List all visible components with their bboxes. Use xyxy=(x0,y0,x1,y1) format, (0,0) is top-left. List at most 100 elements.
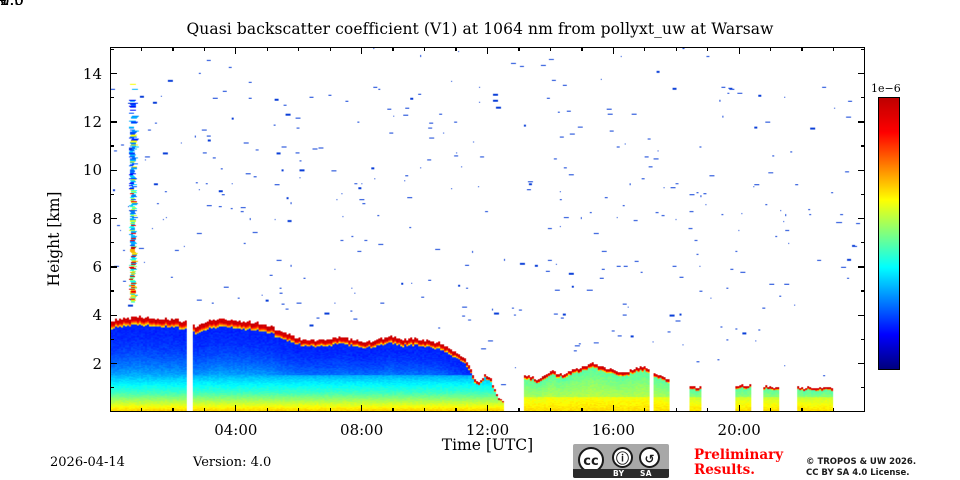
y-tick-minor xyxy=(110,97,114,99)
x-tick-minor xyxy=(329,47,331,51)
colorbar-tick-label: 0.0 xyxy=(0,0,24,9)
x-axis-title: Time [UTC] xyxy=(441,436,534,454)
x-tick-minor xyxy=(581,47,583,51)
heatmap-plot-area xyxy=(110,47,865,412)
preliminary-results-note: Preliminary Results. xyxy=(694,448,804,478)
x-tick-major xyxy=(486,405,489,412)
y-tick-major xyxy=(858,169,865,171)
y-tick-minor xyxy=(861,242,865,244)
cc-sa-label: SA xyxy=(640,469,652,478)
x-tick-major xyxy=(235,405,237,412)
x-tick-minor xyxy=(203,408,206,412)
y-tick-major xyxy=(110,266,117,268)
x-tick-minor xyxy=(266,47,268,51)
backscatter-heatmap-canvas xyxy=(111,48,864,411)
x-tick-major xyxy=(612,405,614,412)
copyright-line-1: © TROPOS & UW 2026. xyxy=(806,457,917,467)
x-tick-minor xyxy=(203,47,206,51)
x-tick-major xyxy=(612,47,614,54)
y-tick-minor xyxy=(110,290,114,292)
cc-badge-strip xyxy=(573,469,669,478)
x-tick-minor xyxy=(644,47,646,51)
x-tick-minor xyxy=(549,408,552,412)
y-tick-major xyxy=(858,72,865,75)
cc-by-icon: ⓘ xyxy=(612,447,633,468)
y-tick-major xyxy=(110,121,117,123)
x-tick-minor xyxy=(172,47,174,51)
x-tick-minor xyxy=(707,47,709,51)
x-tick-label: 12:00 xyxy=(465,421,510,439)
x-tick-minor xyxy=(832,408,835,412)
x-tick-minor xyxy=(675,408,677,412)
y-tick-label: 10 xyxy=(82,161,102,180)
x-tick-minor xyxy=(455,408,457,412)
copyright-note: © TROPOS & UW 2026. CC BY SA 4.0 License… xyxy=(806,457,916,479)
x-tick-major xyxy=(361,47,363,54)
y-tick-label: 6 xyxy=(92,257,102,276)
y-tick-minor xyxy=(110,193,114,196)
y-tick-minor xyxy=(861,387,865,389)
x-tick-minor xyxy=(707,408,709,412)
colorbar-tick-label: 2.0 xyxy=(0,0,24,9)
cc-by-label: BY xyxy=(613,469,625,478)
heatmap-canvas-wrap xyxy=(111,48,864,411)
y-tick-major xyxy=(858,217,865,220)
y-tick-major xyxy=(110,363,117,365)
page-title: Quasi backscatter coefficient (V1) at 10… xyxy=(186,20,774,38)
x-tick-minor xyxy=(423,408,426,412)
x-tick-minor xyxy=(675,47,677,51)
y-tick-minor xyxy=(861,193,865,196)
cc-sa-icon: ↺ xyxy=(639,447,660,468)
colorbar-gradient xyxy=(879,98,899,369)
x-tick-major xyxy=(486,47,489,54)
x-tick-minor xyxy=(518,47,520,51)
y-tick-label: 8 xyxy=(92,209,102,228)
x-tick-minor xyxy=(298,47,300,51)
colorbar-tick-label: 0.5 xyxy=(0,0,24,9)
x-tick-minor xyxy=(392,47,394,51)
x-tick-label: 08:00 xyxy=(340,421,384,439)
preliminary-line-2: Results. xyxy=(694,462,755,478)
y-tick-major xyxy=(110,314,117,316)
x-tick-minor xyxy=(832,47,835,51)
x-tick-label: 20:00 xyxy=(717,421,761,439)
y-tick-label: 14 xyxy=(82,64,102,83)
y-tick-major xyxy=(858,121,865,123)
y-tick-label: 2 xyxy=(92,354,102,373)
x-tick-minor xyxy=(140,47,143,51)
y-tick-minor xyxy=(861,145,865,147)
figure-version: Version: 4.0 xyxy=(193,455,272,470)
y-tick-minor xyxy=(110,145,114,147)
x-tick-minor xyxy=(298,408,300,412)
y-tick-major xyxy=(110,72,117,75)
y-axis-title: Height [km] xyxy=(45,191,63,287)
x-tick-minor xyxy=(769,408,772,412)
y-tick-minor xyxy=(861,97,865,99)
x-tick-minor xyxy=(329,408,331,412)
y-tick-label: 4 xyxy=(92,306,102,325)
x-tick-label: 04:00 xyxy=(214,421,258,439)
x-tick-minor xyxy=(266,408,268,412)
x-tick-major xyxy=(235,47,237,54)
copyright-line-2: CC BY SA 4.0 License. xyxy=(806,468,910,478)
y-tick-major xyxy=(858,314,865,316)
y-tick-minor xyxy=(110,387,114,389)
y-tick-minor xyxy=(110,338,114,341)
y-tick-major xyxy=(858,266,865,268)
creative-commons-badge: cc ⓘ ↺ BY SA xyxy=(573,444,669,478)
x-tick-label: 16:00 xyxy=(591,421,635,439)
y-tick-label: 12 xyxy=(82,112,102,131)
x-tick-minor xyxy=(769,47,772,51)
figure-date: 2026-04-14 xyxy=(50,455,125,470)
x-tick-major xyxy=(738,47,740,54)
y-tick-minor xyxy=(861,338,865,341)
x-tick-minor xyxy=(549,47,552,51)
y-tick-major xyxy=(858,363,865,365)
x-tick-major xyxy=(738,405,740,412)
x-tick-minor xyxy=(392,408,394,412)
x-tick-minor xyxy=(518,408,520,412)
x-tick-minor xyxy=(423,47,426,51)
x-tick-minor xyxy=(644,408,646,412)
x-tick-minor xyxy=(801,408,803,412)
